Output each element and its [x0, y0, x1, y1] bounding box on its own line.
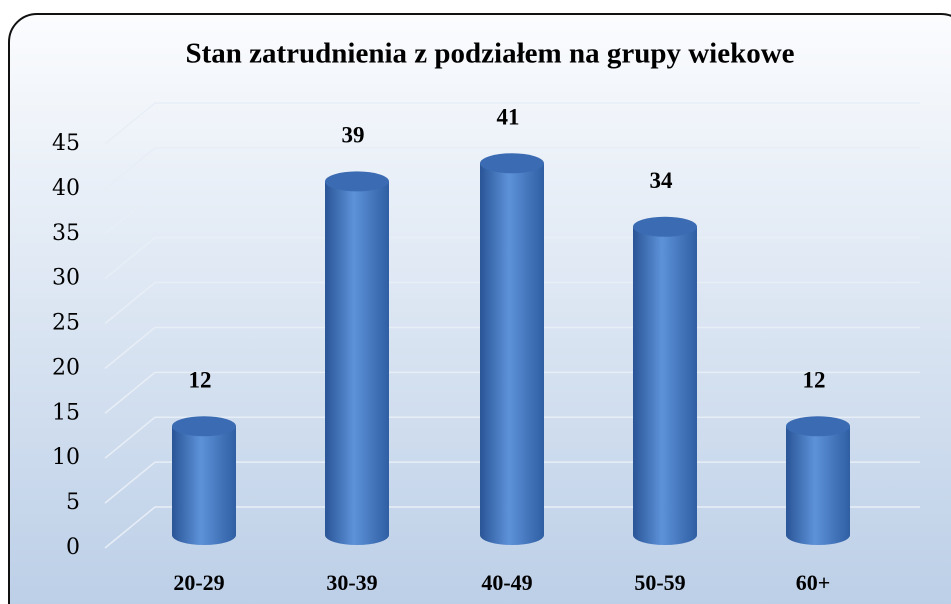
y-tick-label: 20 [52, 355, 80, 380]
y-tick-label: 10 [52, 445, 80, 470]
y-tick-label: 40 [52, 176, 80, 201]
data-label: 39 [342, 123, 365, 148]
data-label: 41 [497, 105, 520, 130]
bar [480, 163, 544, 545]
bar-top [172, 416, 236, 437]
y-tick-label: 25 [52, 311, 80, 336]
x-tick-label: 60+ [796, 570, 831, 595]
data-label: 12 [189, 367, 212, 392]
x-tick-label: 20-29 [173, 570, 224, 595]
y-tick-label: 0 [66, 535, 80, 560]
data-label: 12 [803, 367, 826, 392]
bar [786, 426, 850, 545]
grid-line [104, 192, 920, 235]
bar [172, 426, 236, 545]
grid-line [104, 102, 920, 145]
bar-top [325, 171, 389, 192]
y-tick-label: 45 [52, 131, 80, 156]
x-tick-label: 50-59 [634, 570, 685, 595]
bar [325, 181, 389, 545]
bar [633, 226, 697, 545]
bar-top [786, 416, 850, 437]
bar-top [633, 216, 697, 237]
y-tick-label: 35 [52, 221, 80, 246]
chart-title: Stan zatrudnienia z podziałem na grupy w… [185, 38, 794, 70]
x-tick-label: 30-39 [326, 570, 377, 595]
y-tick-label: 30 [52, 266, 80, 291]
x-tick-label: 40-49 [481, 570, 532, 595]
grid-line [104, 147, 920, 190]
y-tick-label: 5 [66, 490, 80, 515]
bar-top [480, 153, 544, 174]
y-tick-label: 15 [52, 400, 80, 425]
data-label: 34 [650, 168, 674, 193]
